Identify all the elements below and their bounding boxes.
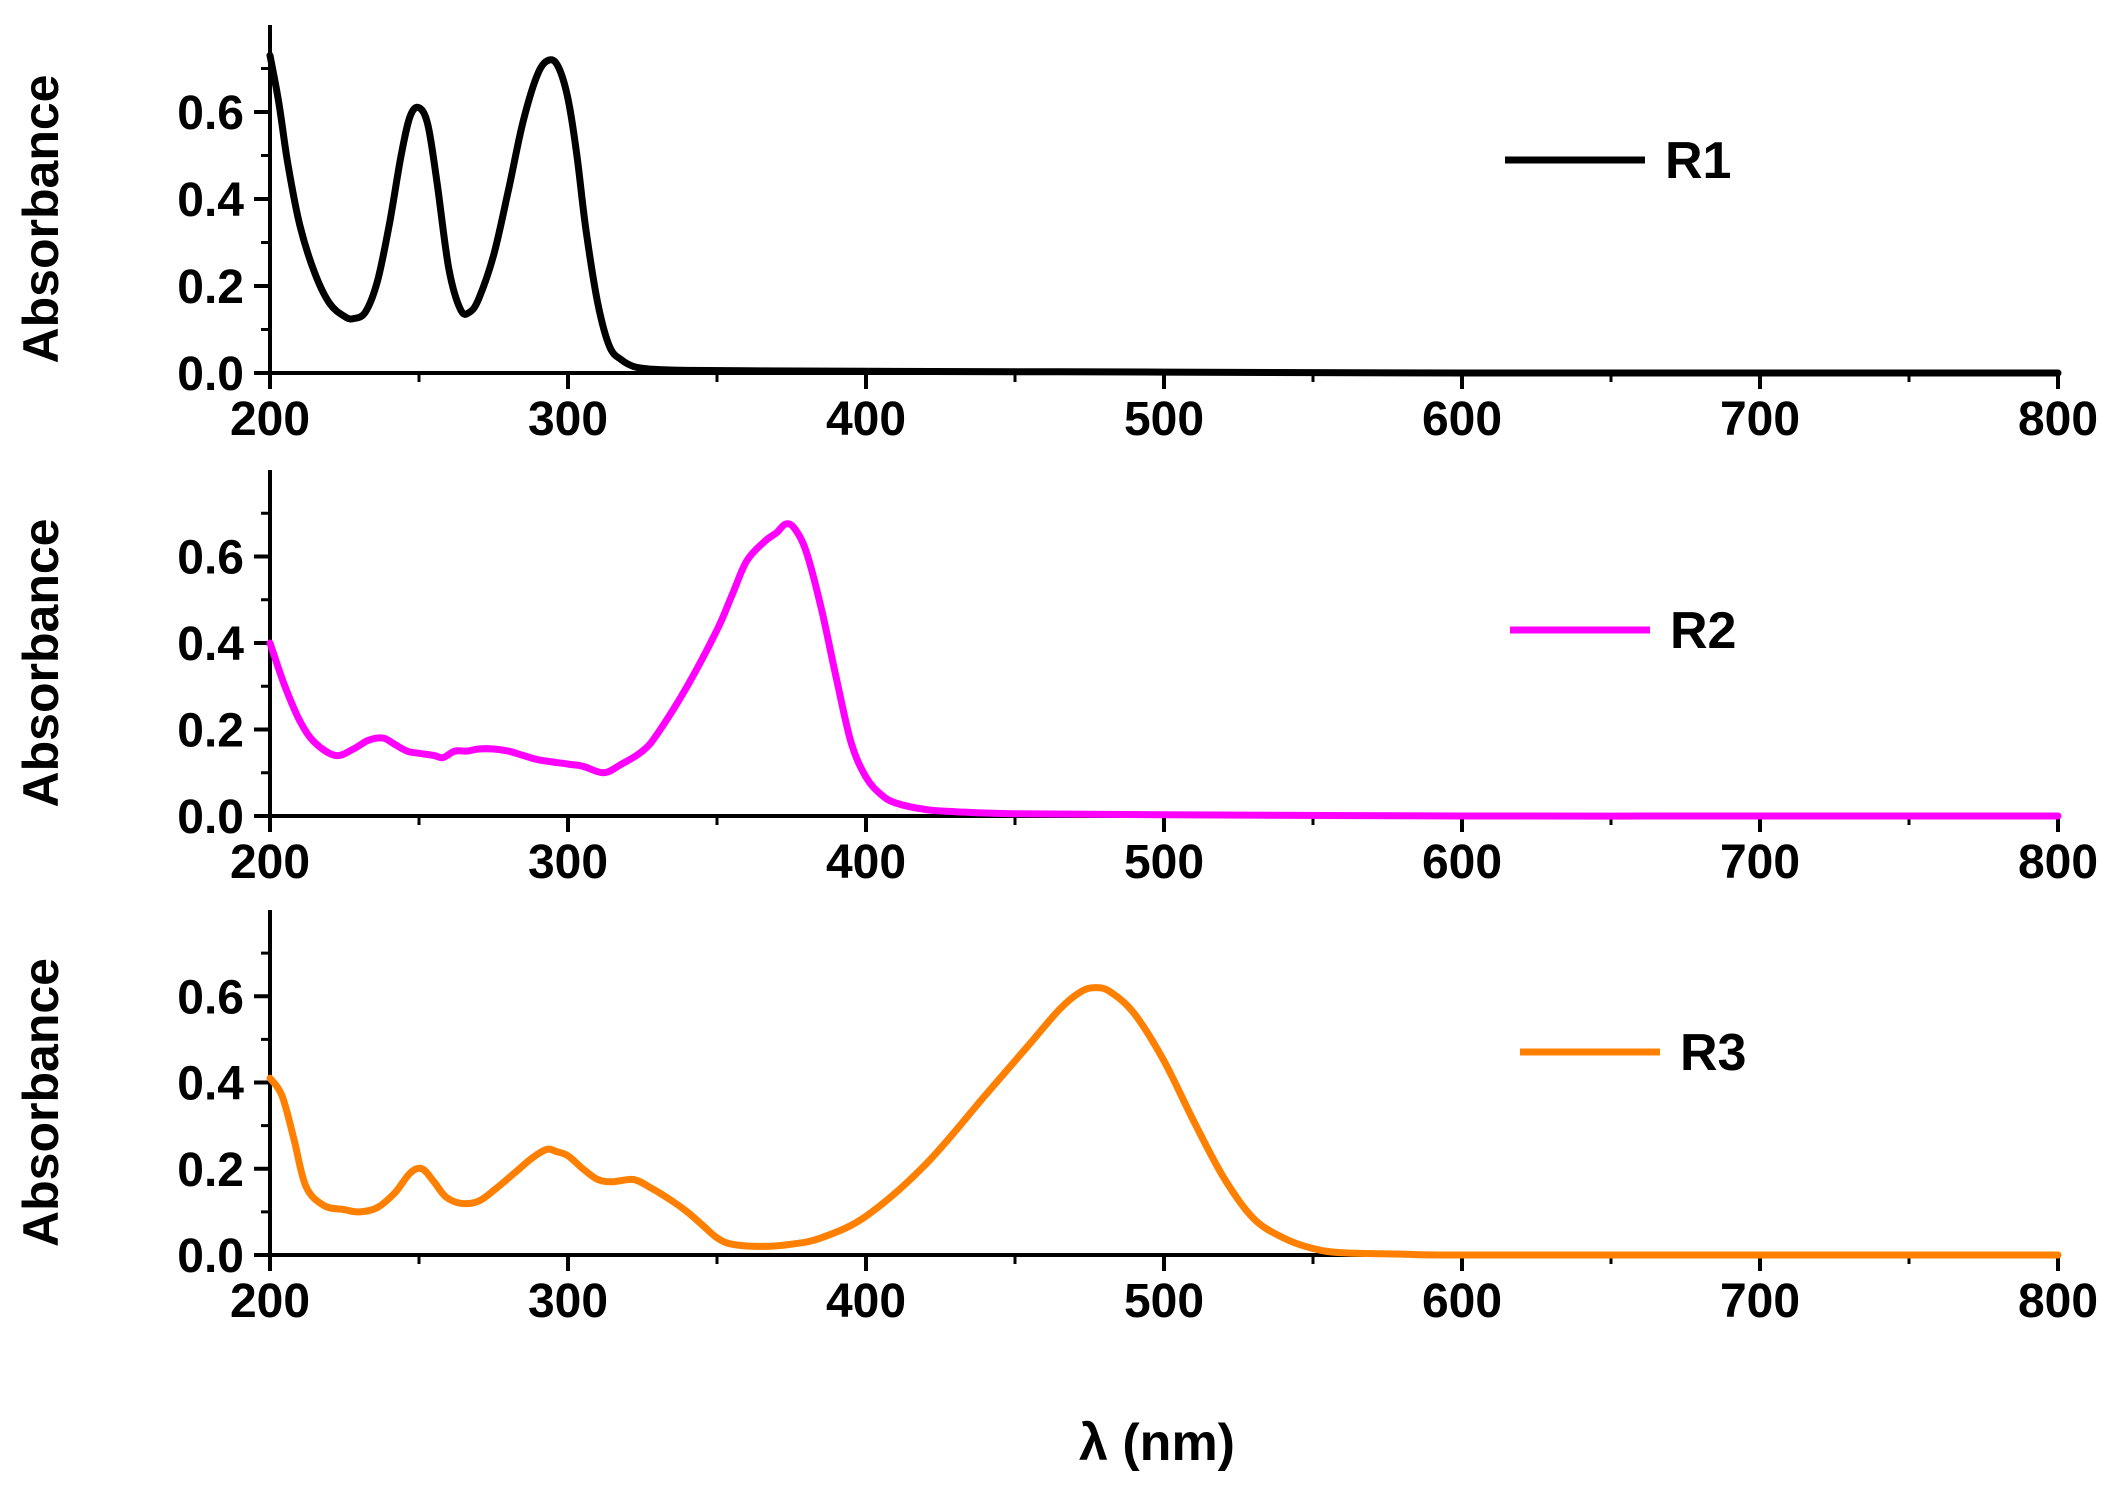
y-tick-label: 0.6 [177, 532, 244, 585]
legend-r1: R1 [1505, 132, 1731, 190]
legend-r3: R3 [1520, 1024, 1746, 1082]
y-axis-label: Absorbance [13, 75, 69, 364]
x-tick-label: 500 [1124, 393, 1204, 446]
x-tick-label: 800 [2018, 1275, 2098, 1328]
x-tick-label: 700 [1720, 836, 1800, 889]
chart-panels: 200 300 400 500 600 700 800 0.0 0.2 0.4 0.6 Absorba… [13, 25, 2098, 1328]
panel-r3: 200 300 400 500 600 700 800 0.0 0.2 0.4 0.6 Absorba… [13, 910, 2098, 1328]
y-tick-label: 0.6 [177, 87, 244, 140]
y-tick-label: 0.6 [177, 971, 244, 1024]
x-tick-label: 300 [528, 393, 608, 446]
y-tick-label: 0.4 [177, 1058, 244, 1111]
legend-label: R3 [1680, 1024, 1746, 1082]
y-tick-label: 0.0 [177, 348, 244, 401]
x-tick-label: 600 [1422, 836, 1502, 889]
x-tick-label: 600 [1422, 1275, 1502, 1328]
x-tick-label: 400 [826, 1275, 906, 1328]
y-tick-label: 0.0 [177, 791, 244, 844]
series-line-r3 [266, 984, 2062, 1259]
y-tick-label: 0.0 [177, 1230, 244, 1283]
series-line-r1 [266, 51, 2062, 377]
x-tick-label: 200 [230, 1275, 310, 1328]
x-tick-label: 800 [2018, 393, 2098, 446]
x-tick-label: 800 [2018, 836, 2098, 889]
x-tick-label: 500 [1124, 1275, 1204, 1328]
y-tick-label: 0.2 [177, 1144, 244, 1197]
x-tick-label: 500 [1124, 836, 1204, 889]
legend-label: R2 [1670, 602, 1736, 660]
panel-r1: 200 300 400 500 600 700 800 0.0 0.2 0.4 0.6 Absorba… [13, 25, 2098, 446]
y-axis-label: Absorbance [13, 958, 69, 1247]
y-tick-label: 0.2 [177, 705, 244, 758]
x-tick-label: 200 [230, 836, 310, 889]
y-tick-label: 0.4 [177, 618, 244, 671]
x-tick-label: 200 [230, 393, 310, 446]
y-tick-label: 0.2 [177, 261, 244, 314]
x-tick-label: 400 [826, 836, 906, 889]
legend-label: R1 [1665, 132, 1731, 190]
x-tick-label: 300 [528, 836, 608, 889]
x-tick-label: 400 [826, 393, 906, 446]
series-line-r2 [266, 520, 2062, 820]
x-axis-label: λ (nm) [1079, 1414, 1235, 1472]
x-tick-label: 700 [1720, 1275, 1800, 1328]
x-tick-label: 600 [1422, 393, 1502, 446]
x-tick-label: 300 [528, 1275, 608, 1328]
y-tick-label: 0.4 [177, 174, 244, 227]
legend-r2: R2 [1510, 602, 1736, 660]
y-axis-label: Absorbance [13, 519, 69, 808]
panel-r2: 200 300 400 500 600 700 800 0.0 0.2 0.4 0.6 Absorba… [13, 470, 2098, 889]
x-tick-label: 700 [1720, 393, 1800, 446]
